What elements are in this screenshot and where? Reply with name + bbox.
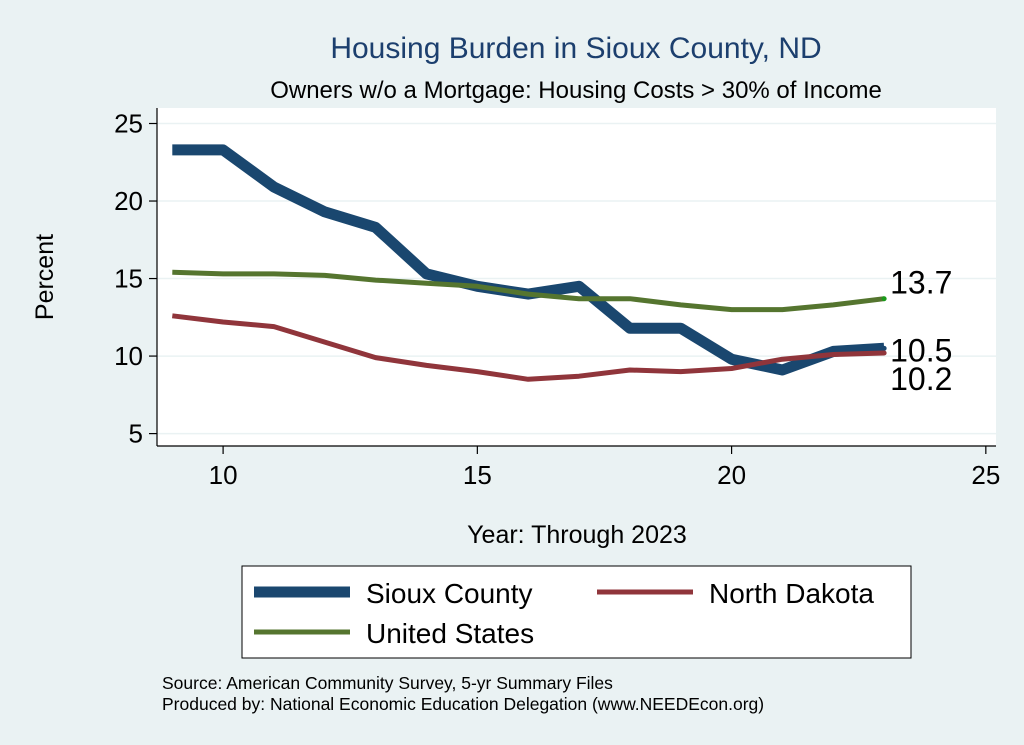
- plot-area: [157, 108, 996, 446]
- end-label-2: 13.7: [890, 265, 952, 301]
- chart-title: Housing Burden in Sioux County, ND: [330, 32, 821, 65]
- y-tick-label: 25: [114, 109, 143, 139]
- y-axis-ticks: 5 10 15 20 25: [114, 109, 157, 449]
- series-layer: [171, 144, 887, 382]
- legend-label-sioux-county: Sioux County: [366, 578, 533, 609]
- series-line-1: [171, 313, 885, 382]
- x-tick-label: 15: [463, 460, 492, 490]
- end-label-0: 10.5: [890, 332, 952, 368]
- source-note: Source: American Community Survey, 5-yr …: [162, 673, 613, 693]
- series-end-point-0: [881, 345, 887, 351]
- series-end-point-2: [881, 296, 887, 302]
- x-axis-ticks: 10 15 20 25: [209, 446, 1000, 490]
- x-tick-label: 20: [717, 460, 746, 490]
- legend-box: [241, 565, 912, 659]
- series-line-2: [172, 269, 885, 313]
- y-tick-label: 5: [129, 419, 143, 449]
- x-axis-title: Year: Through 2023: [467, 521, 687, 549]
- end-labels: 10.510.2 13.7: [890, 265, 952, 397]
- y-tick-label: 10: [114, 341, 143, 371]
- legend-label-united-states: United States: [366, 618, 534, 649]
- chart-subtitle: Owners w/o a Mortgage: Housing Costs > 3…: [270, 77, 882, 104]
- producer-note: Produced by: National Economic Education…: [162, 694, 764, 714]
- x-tick-label: 25: [971, 460, 1000, 490]
- y-tick-label: 15: [114, 264, 143, 294]
- y-axis-title: Percent: [31, 234, 59, 320]
- x-tick-label: 10: [209, 460, 238, 490]
- legend-label-north-dakota: North Dakota: [709, 578, 874, 609]
- legend: Sioux County North Dakota United States: [241, 565, 912, 659]
- series-end-point-1: [881, 350, 887, 356]
- y-tick-label: 20: [114, 186, 143, 216]
- end-label-1: 10.2: [890, 361, 952, 397]
